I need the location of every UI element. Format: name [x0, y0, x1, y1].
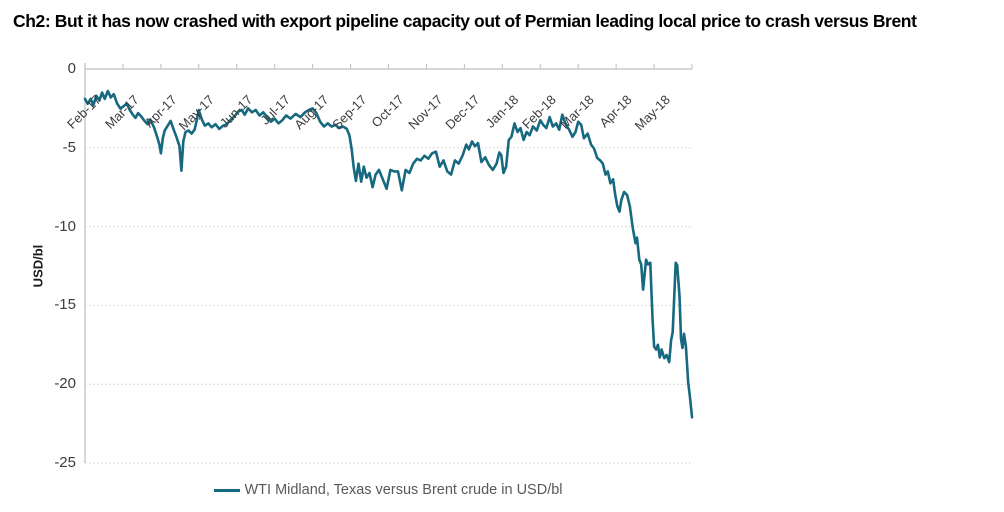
legend: WTI Midland, Texas versus Brent crude in…: [85, 481, 692, 499]
y-tick-label--20: -20: [54, 375, 76, 393]
legend-line-swatch: [214, 488, 241, 492]
y-axis-title: USD/bl: [30, 244, 46, 288]
y-tick-label--5: -5: [62, 138, 76, 156]
legend-label: WTI Midland, Texas versus Brent crude in…: [244, 482, 563, 498]
y-tick-label-0: 0: [67, 60, 76, 77]
y-tick-label--15: -15: [54, 296, 76, 314]
data-line-wti-midland-vs-brent: [83, 89, 694, 419]
y-tick-label--25: -25: [54, 454, 76, 471]
chart-title: Ch2: But it has now crashed with export …: [13, 11, 917, 31]
y-tick-label--10: -10: [54, 217, 76, 235]
